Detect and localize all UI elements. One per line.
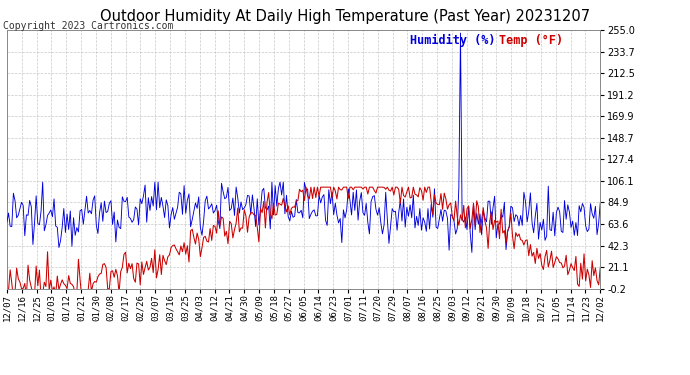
- Text: Copyright 2023 Cartronics.com: Copyright 2023 Cartronics.com: [3, 21, 174, 31]
- Text: Humidity (%): Humidity (%): [411, 34, 496, 47]
- Text: Outdoor Humidity At Daily High Temperature (Past Year) 20231207: Outdoor Humidity At Daily High Temperatu…: [100, 9, 590, 24]
- Text: Temp (°F): Temp (°F): [500, 34, 564, 47]
